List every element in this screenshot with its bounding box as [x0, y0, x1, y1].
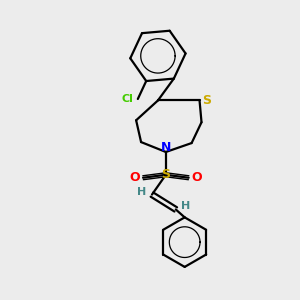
Text: Cl: Cl [122, 94, 134, 104]
Text: H: H [181, 202, 190, 212]
Text: O: O [191, 171, 202, 184]
Text: S: S [202, 94, 211, 107]
Text: O: O [130, 171, 140, 184]
Text: N: N [161, 140, 171, 154]
Text: S: S [161, 168, 170, 181]
Text: H: H [137, 187, 147, 196]
